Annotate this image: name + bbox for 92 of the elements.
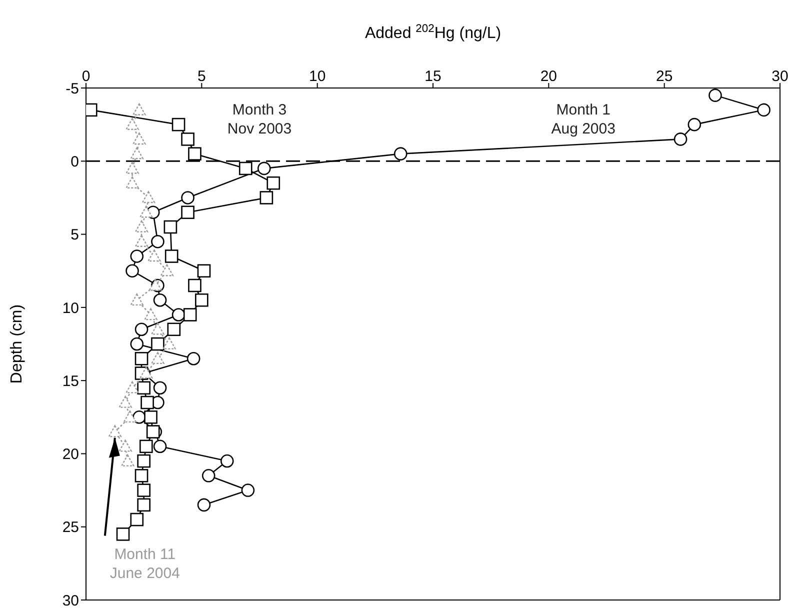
x-tick-label: 0 [82,68,90,85]
point [137,498,150,512]
point [130,147,144,160]
point [186,352,200,366]
point [132,132,146,145]
point [202,469,216,482]
point [134,220,148,232]
point [674,132,688,146]
x-tick-label: 10 [308,68,326,85]
point [151,352,164,364]
point [181,132,194,146]
point [132,103,146,116]
point [123,410,137,423]
annotation: Month 3 Nov 2003 [227,101,292,138]
point [164,220,178,234]
point [162,337,176,350]
y-axis-title: Depth (cm) [8,304,26,384]
point [195,293,208,307]
point [134,235,148,247]
point [130,512,144,526]
x-tick-label: 30 [772,68,788,85]
point [142,191,156,204]
point [172,118,186,132]
point [134,322,148,336]
point [116,528,130,541]
point [153,440,167,454]
point [130,294,144,306]
point [126,118,139,130]
x-tick-label: 20 [540,68,558,85]
point [188,278,202,292]
point [167,322,181,336]
point [164,250,178,263]
point [153,293,167,307]
point [188,147,202,160]
x-tick-label: 25 [656,68,673,85]
point [197,498,211,512]
x-axis-title: Added $^{202}$Hg (ng/L) [364,23,502,42]
point [130,337,144,351]
y-tick-label: 10 [62,300,79,317]
point [260,191,274,204]
point [140,366,153,379]
point [153,381,167,395]
point [140,396,154,410]
point [181,191,194,204]
point [130,250,144,263]
point [126,381,139,394]
point [134,352,148,366]
x-tick-label: 5 [197,68,206,85]
point [134,469,148,482]
y-tick-label: 5 [70,226,79,244]
point [151,234,164,248]
point [394,147,408,160]
point [241,484,255,497]
y-tick-label: 20 [62,446,79,464]
y-tick-label: 15 [62,372,79,390]
y-tick-label: -5 [66,80,79,98]
y-tick-label: 0 [70,153,79,170]
point [181,206,194,219]
point [118,440,132,452]
point [140,206,153,218]
point [220,454,234,468]
y-tick-label: 25 [62,519,79,536]
annotation: Month 1 Aug 2003 [551,101,616,138]
point [121,454,134,466]
point [172,308,186,322]
point [108,425,122,438]
point [148,278,162,291]
y-tick-label: 30 [62,592,79,610]
point [183,308,197,322]
point [266,176,280,190]
point [144,410,158,424]
point [126,264,139,278]
point [126,162,139,174]
point [139,440,153,454]
point [708,88,722,102]
point [238,162,252,176]
point [688,118,702,132]
point [137,381,150,395]
point [151,337,164,351]
point [118,396,132,408]
point [148,250,161,262]
point [151,322,164,335]
point [137,454,150,468]
point [757,103,770,117]
point [144,308,158,320]
annotation: Month 11 June 2004 [110,546,180,582]
point [257,162,271,176]
point [137,484,150,497]
point [126,176,139,188]
point [197,264,211,278]
point [160,264,174,276]
x-tick-label: 15 [424,68,442,85]
